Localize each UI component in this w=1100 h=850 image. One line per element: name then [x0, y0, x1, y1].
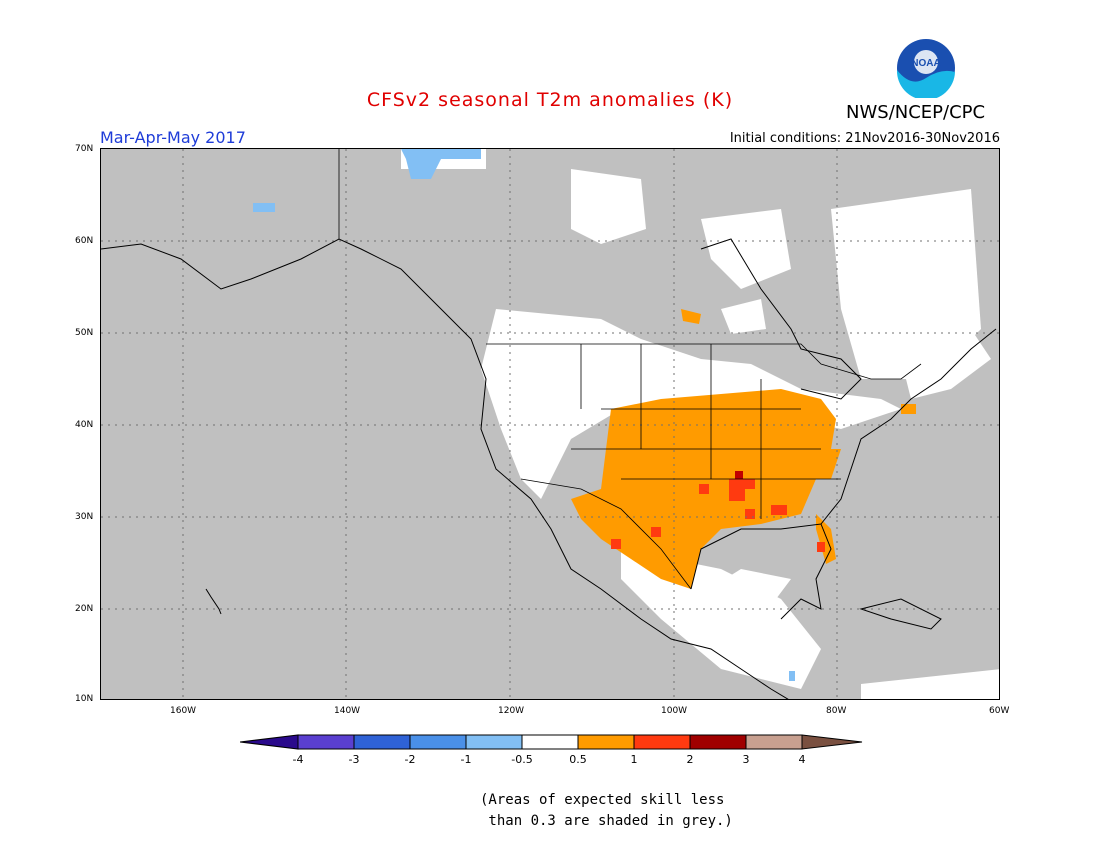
org-label: NWS/NCEP/CPC [846, 102, 986, 123]
lat-label-40n: 40N [75, 420, 94, 430]
chart-title: CFSv2 seasonal T2m anomalies (K) [366, 89, 734, 111]
lon-label-100w: 100W [661, 706, 688, 716]
legend-tick-label: -3 [349, 753, 360, 766]
cool-anomaly-cells [253, 149, 795, 681]
legend-tick-label: 3 [743, 753, 750, 766]
legend-tick-label: -0.5 [511, 753, 532, 766]
initial-conditions: Initial conditions: 21Nov2016-30Nov2016 [729, 131, 1000, 146]
legend-arrow-high [801, 734, 863, 750]
skill-note: (Areas of expected skill less than 0.3 a… [480, 790, 733, 832]
legend-swatch [689, 734, 747, 750]
strong-warm-areas [611, 479, 825, 552]
lon-label-140w: 140W [334, 706, 361, 716]
legend-swatch [521, 734, 579, 750]
borders [338, 149, 922, 590]
legend-arrow-low [240, 734, 299, 750]
legend-swatch [745, 734, 803, 750]
lon-label-80w: 80W [826, 706, 847, 716]
lon-label-60w: 60W [989, 706, 1010, 716]
legend-tick-label: -2 [405, 753, 416, 766]
map-svg [101, 149, 999, 699]
legend-swatch [577, 734, 635, 750]
legend-swatch [409, 734, 467, 750]
lat-label-60n: 60N [75, 236, 94, 246]
legend-swatch [465, 734, 523, 750]
legend-tick-label: 1 [631, 753, 638, 766]
graticule [101, 149, 999, 699]
legend-tick-label: 4 [799, 753, 806, 766]
legend-swatch [353, 734, 411, 750]
legend-swatch [633, 734, 691, 750]
legend-tick-label: 2 [687, 753, 694, 766]
legend-swatch [297, 734, 355, 750]
legend-tick-label: -1 [461, 753, 472, 766]
darkred-cell [735, 471, 743, 479]
anomaly-map [100, 148, 1000, 700]
lon-label-160w: 160W [170, 706, 197, 716]
lat-label-50n: 50N [75, 328, 94, 338]
skill-note-line-1: (Areas of expected skill less [480, 792, 725, 808]
noaa-logo-text: NOAA [911, 58, 940, 69]
color-legend: -4 -3 -2 -1 -0.5 0.5 1 2 3 4 [240, 734, 863, 766]
lat-label-20n: 20N [75, 604, 94, 614]
legend-tick-label: 0.5 [569, 753, 587, 766]
skill-note-line-2: than 0.3 are shaded in grey.) [480, 813, 733, 829]
coastlines [101, 238, 997, 699]
lat-label-30n: 30N [75, 512, 94, 522]
lon-label-120w: 120W [498, 706, 525, 716]
lat-label-70n: 70N [75, 144, 94, 154]
noaa-logo: NOAA [896, 39, 955, 98]
lat-label-10n: 10N [75, 694, 94, 704]
season-label: Mar-Apr-May 2017 [100, 128, 246, 147]
legend-tick-label: -4 [293, 753, 304, 766]
